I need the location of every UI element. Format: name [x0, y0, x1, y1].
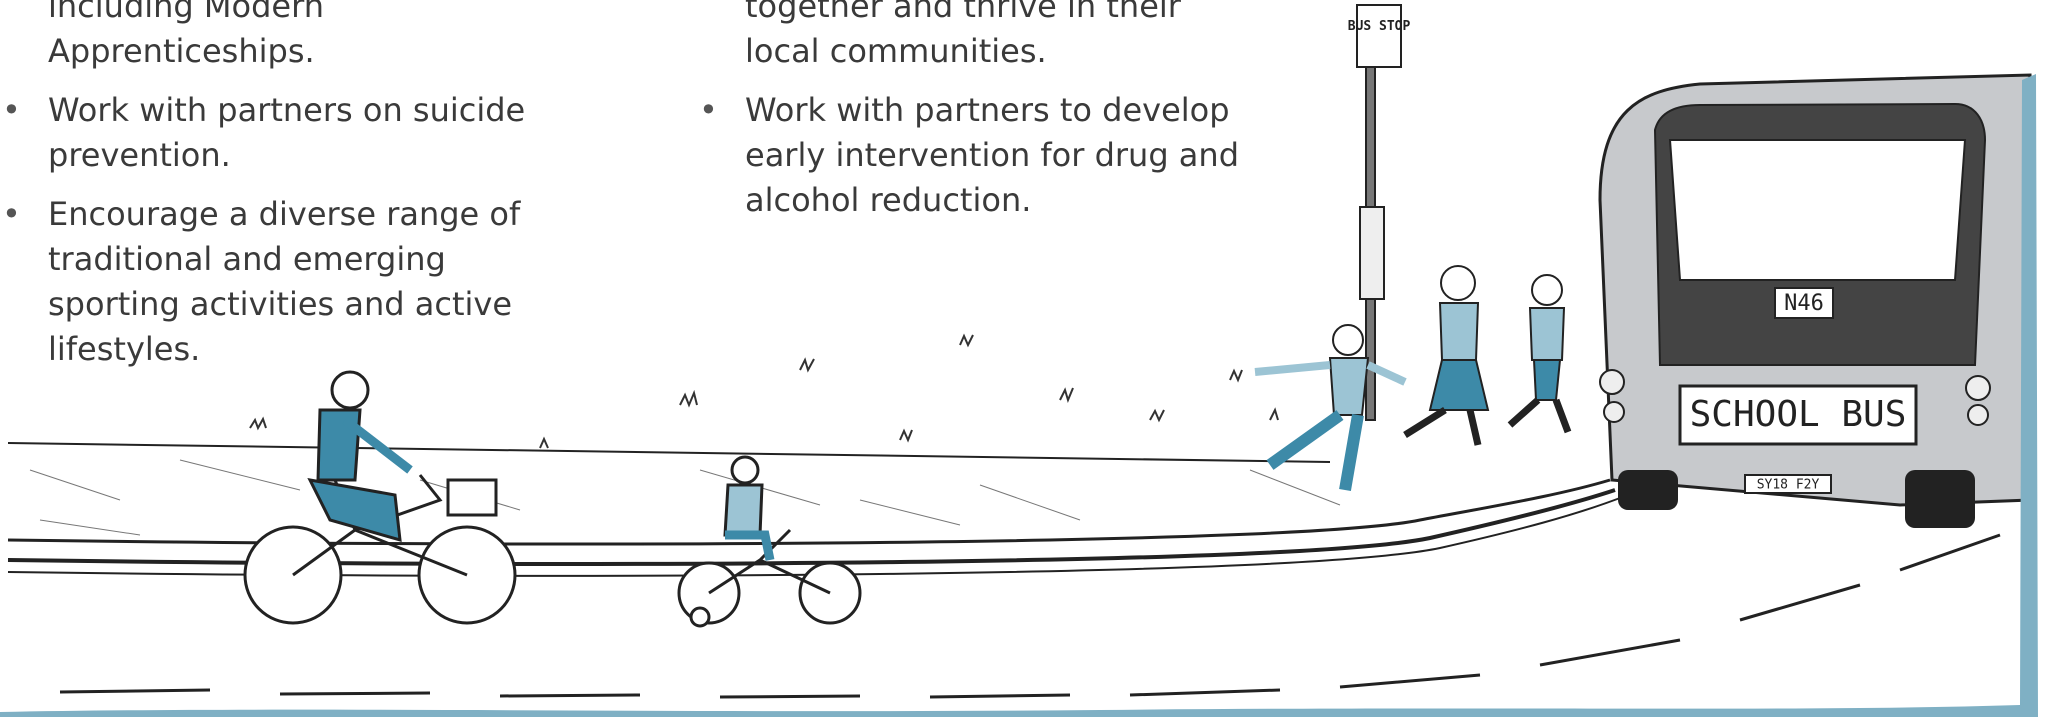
bullet-item: Encourage a diverse range of traditional…: [48, 192, 582, 372]
bullet-list: Work with partners to develop early inte…: [699, 88, 1275, 223]
continuation-text: together and thrive in their local commu…: [745, 0, 1245, 74]
cyclist-adult: [245, 372, 515, 623]
bullet-item: Work with partners to develop early inte…: [745, 88, 1275, 223]
left-column: including Modern Apprenticeships. Work w…: [2, 0, 582, 386]
bus: N46 SCHOOL BUS SY18 F2Y: [1600, 75, 2030, 528]
bus-stop-sign: BUS STOP: [1348, 19, 1411, 34]
page: {"left_column": {"continuation": "includ…: [0, 0, 2051, 717]
continuation-text: including Modern Apprenticeships.: [48, 0, 582, 74]
bus-route: N46: [1784, 291, 1824, 316]
bullet-item: Work with partners on suicide prevention…: [48, 88, 582, 178]
number-plate: SY18 F2Y: [1757, 478, 1820, 493]
right-column: together and thrive in their local commu…: [699, 0, 1309, 237]
bus-sign: SCHOOL BUS: [1690, 394, 1907, 435]
children: [1255, 266, 1568, 490]
bullet-list: Work with partners on suicide prevention…: [2, 88, 582, 372]
